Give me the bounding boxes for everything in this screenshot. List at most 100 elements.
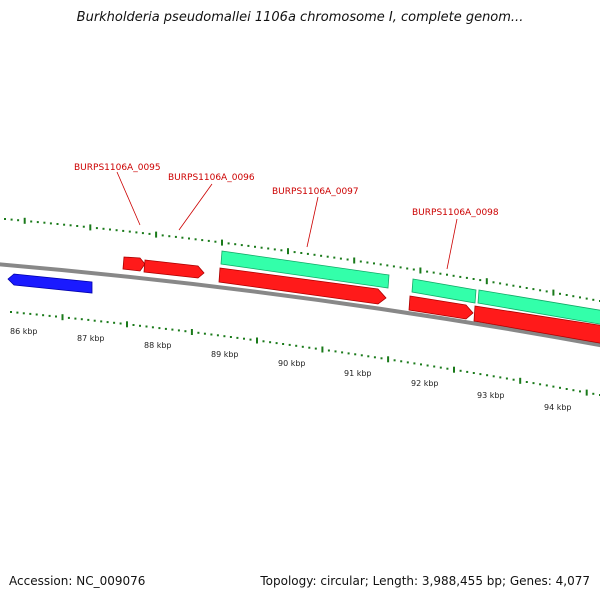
gene-label-0097[interactable]: BURPS1106A_0097 [272,187,359,197]
minor-tick [592,392,595,395]
genome-stats-text: Topology: circular; Length: 3,988,455 bp… [260,574,590,588]
scale-label: 89 kbp [211,350,239,359]
minor-tick [203,332,206,335]
minor-tick [301,345,304,348]
leader-line-0097 [306,196,319,248]
feature-rna-0097[interactable] [220,250,390,289]
minor-tick [17,219,20,222]
minor-tick [119,322,122,325]
gene-label-0095[interactable]: BURPS1106A_0095 [74,163,161,173]
scale-label: 92 kbp [411,379,439,388]
minor-tick [63,223,66,226]
minor-tick [492,281,495,284]
minor-tick [55,315,57,318]
gene-label-0098[interactable]: BURPS1106A_0098 [412,208,499,218]
minor-tick [67,316,70,319]
gene-label-0096[interactable]: BURPS1106A_0096 [168,173,255,183]
minor-tick [452,274,455,277]
minor-tick [76,225,79,227]
minor-tick [512,284,515,287]
feature-cds-0095[interactable] [122,256,146,272]
minor-tick [525,381,528,383]
minor-tick [439,366,442,369]
minor-tick [552,385,555,388]
major-tick [353,257,356,264]
minor-tick [16,311,19,314]
minor-tick [115,229,118,232]
minor-tick [262,340,265,343]
scale-label: 87 kbp [77,334,105,343]
minor-tick [472,372,475,374]
major-tick [585,389,588,396]
minor-tick [308,346,311,349]
minor-tick [466,370,469,373]
minor-tick [519,285,522,288]
scale-label: 90 kbp [278,359,306,368]
minor-tick [56,223,59,225]
minor-tick [236,336,239,339]
minor-tick [380,357,383,360]
scale-label: 93 kbp [477,391,505,400]
minor-tick [320,254,323,257]
minor-tick [446,367,449,370]
major-tick [256,337,258,344]
minor-tick [161,234,164,237]
minor-tick [223,335,226,338]
minor-tick [227,242,230,245]
leader-line-0095 [116,171,141,226]
minor-tick [234,243,237,246]
minor-tick [499,282,502,285]
minor-tick [565,294,568,296]
minor-tick [48,314,51,317]
minor-tick [339,257,342,260]
minor-tick [267,247,270,250]
minor-tick [545,384,548,387]
minor-tick [43,221,46,224]
minor-tick [367,355,370,358]
minor-tick [359,260,362,263]
minor-tick [459,369,462,372]
major-tick [23,217,26,224]
minor-tick [100,320,103,323]
minor-tick [181,236,184,239]
feature-reverse-cds[interactable] [7,273,93,294]
minor-tick [168,235,171,238]
accession-text: Accession: NC_009076 [9,574,146,588]
minor-tick [326,255,329,258]
minor-tick [30,220,33,223]
minor-tick [341,351,344,354]
major-tick [221,239,223,246]
minor-tick [592,298,595,301]
map-title: Burkholderia pseudomallei 1106a chromoso… [76,10,524,25]
minor-tick [273,248,276,251]
minor-tick [392,265,395,268]
feature-rna-0098a[interactable] [411,278,477,304]
minor-tick [346,258,349,261]
minor-tick [49,222,52,225]
minor-tick [406,267,409,270]
genome-backbone [0,262,600,348]
inner-tick-ring [4,217,600,302]
minor-tick [413,362,416,365]
feature-rna-0098b[interactable] [477,289,600,325]
minor-tick [106,321,109,324]
minor-tick [354,353,357,356]
major-tick [61,314,64,321]
minor-tick [579,296,581,299]
minor-tick [373,262,375,265]
feature-cds-0096[interactable] [143,259,205,279]
minor-tick [406,361,409,364]
major-tick [453,366,455,373]
minor-tick [572,295,575,298]
minor-tick [499,376,502,379]
minor-tick [585,297,588,300]
feature-cds-0099[interactable] [473,305,600,344]
minor-tick [164,327,167,330]
feature-cds-0097[interactable] [218,267,387,305]
minor-tick [399,266,402,269]
minor-tick [87,318,90,321]
minor-tick [275,342,278,345]
minor-tick [525,287,528,289]
feature-cds-0098[interactable] [408,295,474,320]
